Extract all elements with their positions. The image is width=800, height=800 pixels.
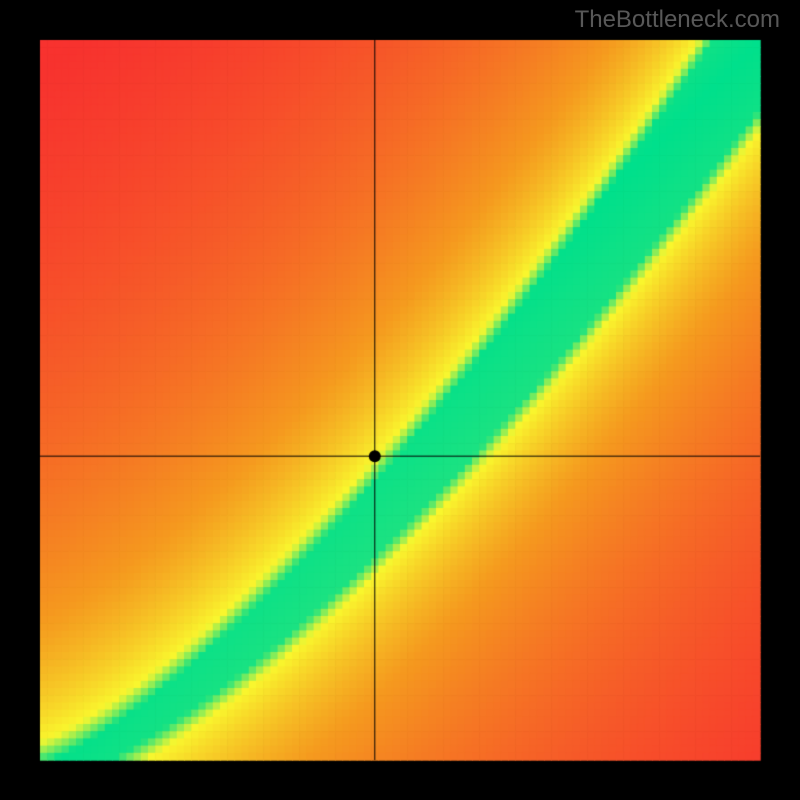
canvas-holder: [0, 0, 800, 800]
watermark-label: TheBottleneck.com: [575, 6, 780, 34]
chart-container: TheBottleneck.com: [0, 0, 800, 800]
bottleneck-heatmap: [0, 0, 800, 800]
